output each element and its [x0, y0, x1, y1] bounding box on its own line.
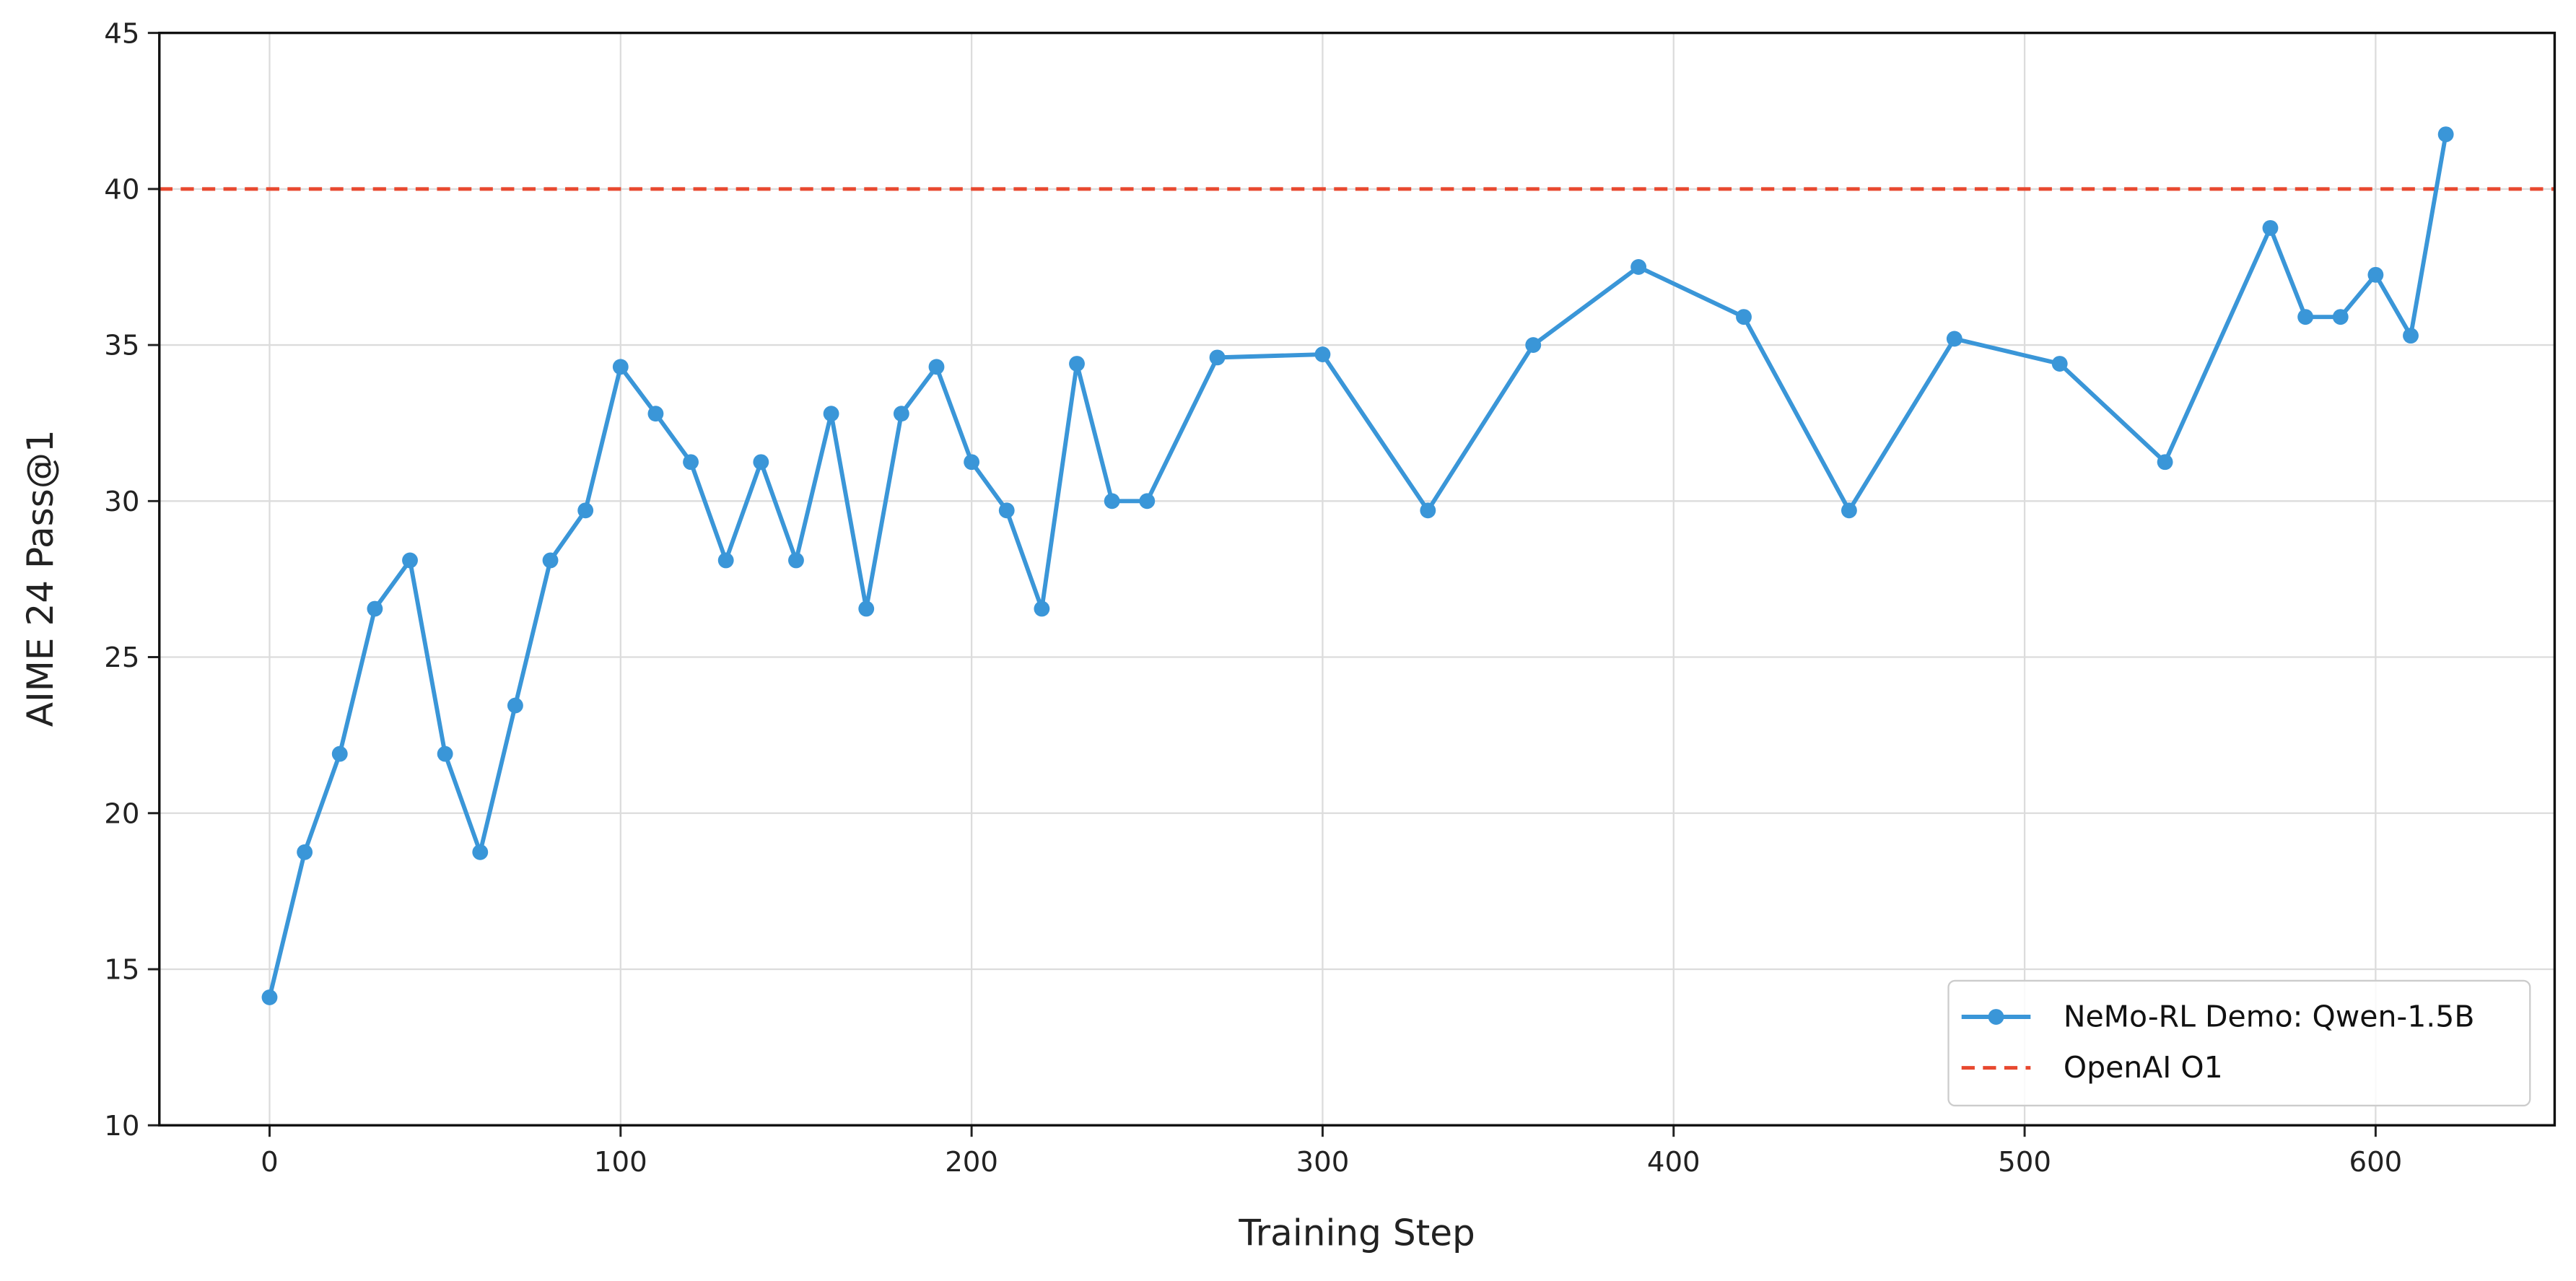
- plot-frame: [158, 31, 2557, 1127]
- data-point: [1841, 502, 1857, 519]
- series-line: [267, 134, 2448, 998]
- data-point: [1314, 346, 1331, 362]
- x-tick-label: 300: [1296, 1146, 1350, 1179]
- y-tick-label: 35: [104, 330, 139, 362]
- data-point: [893, 406, 909, 422]
- data-point: [367, 600, 383, 617]
- data-point: [402, 552, 418, 569]
- y-axis-label: AIME 24 Pass@1: [19, 429, 61, 727]
- data-point: [472, 844, 489, 860]
- legend-label: OpenAI O1: [2064, 1050, 2223, 1085]
- data-point: [612, 359, 629, 375]
- y-tick-label: 20: [104, 797, 139, 830]
- data-point: [1420, 502, 1436, 519]
- legend: NeMo-RL Demo: Qwen-1.5B OpenAI O1: [1947, 979, 2531, 1107]
- y-tick-label: 40: [104, 173, 139, 206]
- data-point: [1034, 600, 1050, 617]
- x-tick-label: 0: [261, 1146, 279, 1179]
- data-point: [2332, 309, 2349, 325]
- data-point: [2262, 219, 2279, 236]
- data-point: [858, 600, 875, 617]
- data-point: [2157, 454, 2173, 471]
- data-point: [2051, 356, 2068, 372]
- data-point: [683, 454, 699, 471]
- data-point: [1069, 356, 1085, 372]
- data-point: [2403, 328, 2419, 344]
- x-tick-label: 500: [1998, 1146, 2051, 1179]
- data-point: [753, 454, 769, 471]
- data-point: [928, 359, 945, 375]
- data-point: [2437, 126, 2454, 143]
- data-point: [2367, 266, 2384, 283]
- legend-label: NeMo-RL Demo: Qwen-1.5B: [2064, 1000, 2475, 1034]
- data-point: [261, 989, 278, 1005]
- data-point: [1736, 309, 1752, 325]
- data-point: [437, 746, 453, 762]
- x-axis-label: Training Step: [1238, 1212, 1475, 1254]
- data-point: [1209, 349, 1226, 366]
- y-tick-label: 30: [104, 486, 139, 518]
- x-tick-label: 200: [945, 1146, 998, 1179]
- data-point: [964, 454, 980, 471]
- x-tick-label: 600: [2349, 1146, 2402, 1179]
- y-tick-label: 25: [104, 642, 139, 674]
- y-tick-label: 10: [104, 1110, 139, 1142]
- data-point: [647, 406, 664, 422]
- data-point: [1630, 259, 1647, 275]
- data-point: [2297, 309, 2314, 325]
- data-point: [297, 844, 313, 860]
- data-point: [1104, 493, 1120, 510]
- legend-marker: [1988, 1009, 2004, 1025]
- data-point: [1139, 493, 1156, 510]
- x-tick-label: 100: [594, 1146, 647, 1179]
- y-tick-label: 45: [104, 17, 139, 50]
- data-point: [998, 502, 1015, 519]
- data-point: [1525, 337, 1542, 353]
- y-tick-label: 15: [104, 954, 139, 987]
- data-point: [542, 552, 559, 569]
- data-point: [717, 552, 734, 569]
- data-point: [331, 746, 348, 762]
- data-point: [577, 502, 594, 519]
- data-point: [507, 697, 523, 714]
- data-point: [823, 406, 839, 422]
- x-tick-label: 400: [1647, 1146, 1700, 1179]
- data-point: [1946, 331, 1962, 347]
- data-point: [788, 552, 804, 569]
- legend-box: [1947, 979, 2531, 1107]
